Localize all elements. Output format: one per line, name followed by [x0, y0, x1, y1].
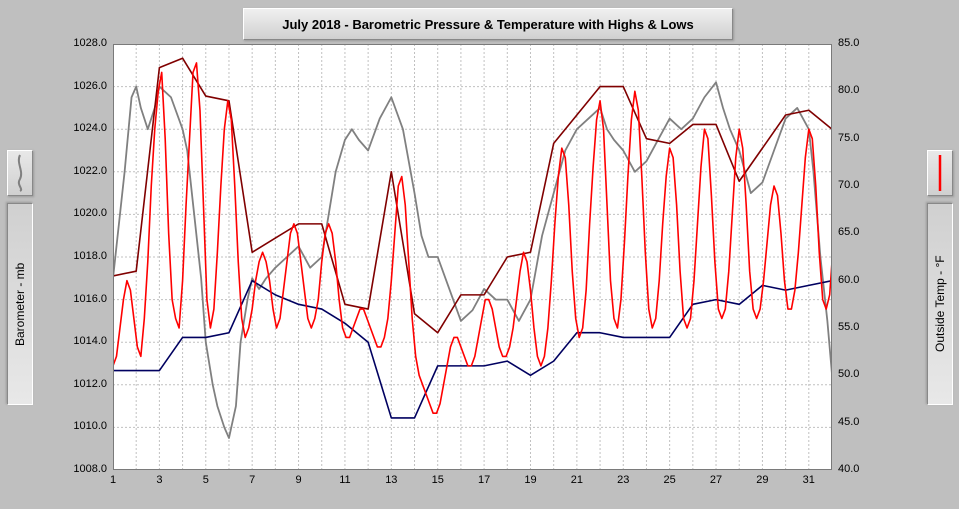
axis-tick-label: 45.0 [838, 416, 859, 428]
axis-tick-label: 1 [110, 474, 116, 486]
axis-tick-label: 1014.0 [57, 335, 107, 347]
right-axis-label: Outside Temp - °F [933, 256, 947, 353]
left-axis-label: Barometer - mb [13, 262, 27, 345]
axis-tick-label: 50.0 [838, 368, 859, 380]
axis-tick-label: 40.0 [838, 463, 859, 475]
axis-tick-label: 75.0 [838, 132, 859, 144]
axis-tick-label: 60.0 [838, 274, 859, 286]
axis-tick-label: 7 [249, 474, 255, 486]
axis-tick-label: 31 [803, 474, 815, 486]
right-legend-swatch [927, 150, 953, 196]
chart-title-box: July 2018 - Barometric Pressure & Temper… [243, 8, 733, 40]
axis-tick-label: 17 [478, 474, 490, 486]
axis-tick-label: 23 [617, 474, 629, 486]
axis-tick-label: 11 [339, 474, 350, 486]
axis-tick-label: 1020.0 [57, 207, 107, 219]
axis-tick-label: 1016.0 [57, 293, 107, 305]
axis-tick-label: 1022.0 [57, 165, 107, 177]
axis-tick-label: 1018.0 [57, 250, 107, 262]
axis-tick-label: 27 [710, 474, 722, 486]
axis-tick-label: 1024.0 [57, 122, 107, 134]
axis-tick-label: 29 [756, 474, 768, 486]
axis-tick-label: 65.0 [838, 226, 859, 238]
axis-tick-label: 21 [571, 474, 583, 486]
axis-tick-label: 25 [664, 474, 676, 486]
axis-tick-label: 1008.0 [57, 463, 107, 475]
chart-title: July 2018 - Barometric Pressure & Temper… [282, 17, 694, 32]
axis-tick-label: 1012.0 [57, 378, 107, 390]
chart-plot [113, 44, 832, 470]
axis-tick-label: 85.0 [838, 37, 859, 49]
axis-tick-label: 1028.0 [57, 37, 107, 49]
axis-tick-label: 15 [432, 474, 444, 486]
axis-tick-label: 1010.0 [57, 420, 107, 432]
axis-tick-label: 55.0 [838, 321, 859, 333]
axis-tick-label: 80.0 [838, 84, 859, 96]
axis-tick-label: 1026.0 [57, 80, 107, 92]
left-axis-label-box: Barometer - mb [7, 203, 33, 405]
axis-tick-label: 13 [385, 474, 397, 486]
right-axis-label-box: Outside Temp - °F [927, 203, 953, 405]
axis-tick-label: 5 [203, 474, 209, 486]
axis-tick-label: 70.0 [838, 179, 859, 191]
left-legend-swatch [7, 150, 33, 196]
axis-tick-label: 3 [156, 474, 162, 486]
axis-tick-label: 9 [295, 474, 301, 486]
axis-tick-label: 19 [524, 474, 536, 486]
